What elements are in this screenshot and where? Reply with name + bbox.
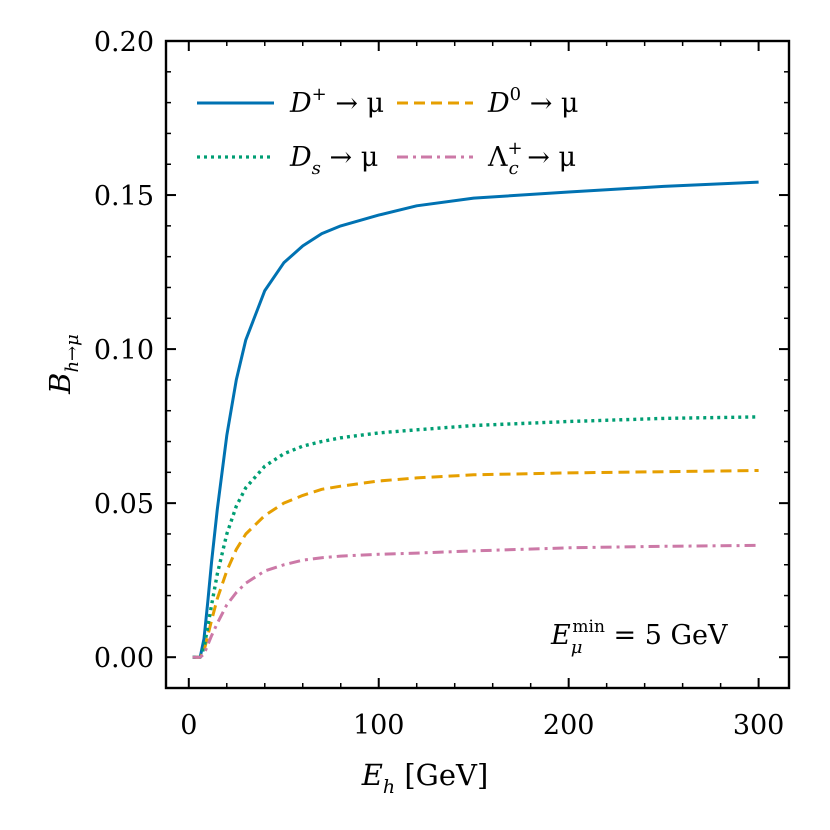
x-tick-label: 0	[180, 710, 197, 741]
series-line-1	[192, 469, 759, 659]
legend: D+ → μ D0 → μ Ds → μ Λ+ c → μ	[197, 84, 578, 179]
y-tick-label: 0.20	[94, 27, 154, 58]
y-tick-label: 0.05	[94, 489, 154, 520]
series-line-2	[192, 415, 759, 659]
x-tick-label: 300	[733, 710, 785, 741]
annotation-muon-threshold: Eμmin = 5 GeV	[550, 617, 728, 658]
series-line-3	[192, 543, 759, 659]
x-tick-label: 100	[353, 710, 405, 741]
series-line-0	[192, 180, 759, 659]
ticks: 0 100 200 300 0.00 0.05 0.10 0.15 0.20	[94, 27, 789, 741]
legend-label-d-s: Ds → μ	[289, 142, 378, 179]
legend-entry-d-s: Ds → μ	[197, 142, 378, 179]
y-tick-label: 0.15	[94, 181, 154, 212]
plot-frame	[164, 39, 791, 690]
y-tick-label: 0.00	[94, 643, 154, 674]
legend-entry-lambda-c: Λ+ c → μ	[397, 138, 576, 179]
legend-label-d-plus: D+ → μ	[289, 84, 384, 119]
legend-label-d-zero: D0 → μ	[487, 84, 578, 119]
x-axis-title: Eh [GeV]	[361, 758, 489, 798]
plot-content	[192, 180, 759, 659]
y-tick-label: 0.10	[94, 335, 154, 366]
legend-entry-d-plus: D+ → μ	[197, 84, 384, 119]
legend-label-lambda-c: Λ+ c → μ	[487, 138, 576, 179]
legend-entry-d-zero: D0 → μ	[397, 84, 578, 119]
x-tick-label: 200	[543, 710, 595, 741]
y-axis-title: Bh→μ	[43, 334, 83, 395]
